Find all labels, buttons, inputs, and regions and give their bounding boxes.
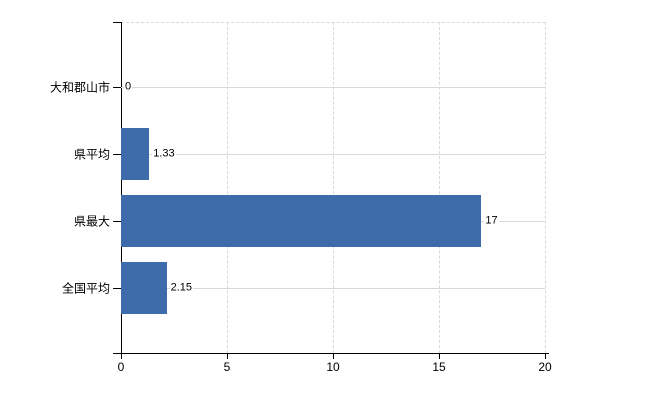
x-tick-label: 10 xyxy=(326,360,340,374)
category-gridline xyxy=(121,288,545,289)
x-tick-label: 20 xyxy=(538,360,552,374)
category-label: 県平均 xyxy=(73,147,110,162)
y-axis xyxy=(121,22,122,353)
bar xyxy=(121,195,482,247)
category-label: 県最大 xyxy=(73,214,110,229)
y-axis-end-tick xyxy=(113,353,121,354)
bar-value-label: 1.33 xyxy=(152,147,176,161)
bar-value-label: 2.15 xyxy=(169,281,193,295)
y-axis-tick xyxy=(113,221,121,222)
y-axis-end-tick xyxy=(113,22,121,23)
y-axis-tick xyxy=(113,288,121,289)
plot-area: 0 5 10 15 20 0 1.33 17 2.15 xyxy=(113,22,552,374)
category-label: 全国平均 xyxy=(61,281,110,296)
x-tick-label: 15 xyxy=(432,360,446,374)
y-axis-tick xyxy=(113,87,121,88)
category-label: 大和郡山市 xyxy=(49,80,110,95)
category-gridline xyxy=(121,154,545,155)
category-gridline xyxy=(121,87,545,88)
vertical-gridline xyxy=(333,22,334,353)
bar xyxy=(121,262,167,314)
x-axis-tick xyxy=(227,354,228,359)
x-tick-label: 0 xyxy=(117,360,125,374)
bar xyxy=(121,128,150,180)
y-axis-tick xyxy=(113,154,121,155)
x-axis xyxy=(113,353,549,354)
bar-value-label: 0 xyxy=(124,80,133,94)
x-axis-tick xyxy=(439,354,440,359)
x-axis-tick xyxy=(333,354,334,359)
bar-value-label: 17 xyxy=(484,214,499,228)
vertical-gridline xyxy=(227,22,228,353)
vertical-gridline xyxy=(439,22,440,353)
x-tick-label: 5 xyxy=(223,360,231,374)
vertical-gridline xyxy=(545,22,546,353)
x-axis-tick xyxy=(545,354,546,359)
x-axis-tick xyxy=(121,354,122,359)
